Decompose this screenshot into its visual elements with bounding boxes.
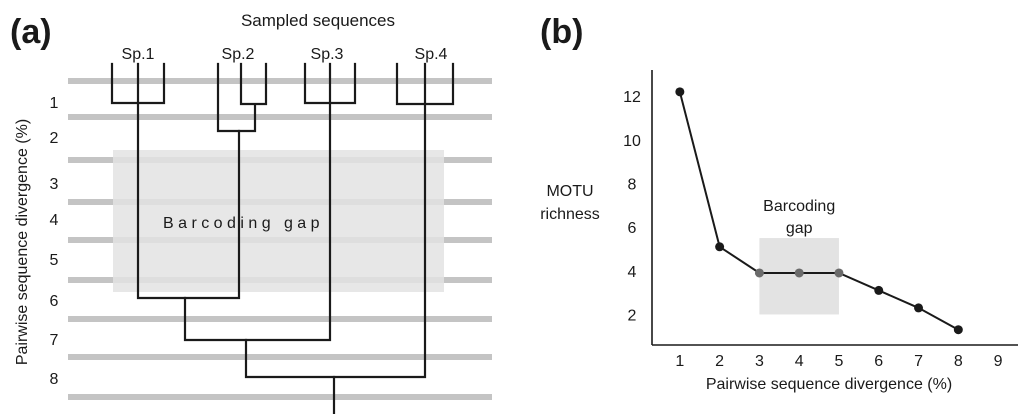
data-point [794,268,804,278]
x-tick-label: 3 [755,353,764,370]
species-label-sp3: Sp.3 [311,46,344,63]
y-tick-labels: 2 4 6 8 10 12 [623,89,641,324]
data-point [874,285,884,295]
gap-label-line2: gap [786,220,813,237]
join-sp1-sp2 [136,101,241,300]
data-point [754,268,764,278]
level-label-1: 1 [50,95,59,112]
sampled-sequences-title: Sampled sequences [241,11,395,30]
barcoding-gap-region [113,150,444,292]
chart-series [675,87,963,335]
x-tick-label: 6 [874,353,883,370]
barcoding-gap-label: B a r c o d i n g g a p [163,215,320,232]
data-point [715,242,725,252]
join-sp12-sp3 [183,101,332,342]
species-label-sp1: Sp.1 [122,46,155,63]
level-label-8: 8 [50,371,59,388]
y-tick-label: 4 [628,264,637,281]
level-label-6: 6 [50,293,59,310]
data-point [953,325,963,335]
data-point [914,303,924,313]
panel-a: (a) Sampled sequences 1 2 3 4 5 6 7 8 [10,11,492,414]
x-axis-title: Pairwise sequence divergence (%) [706,376,952,393]
data-point [675,87,685,97]
y-label-line1: MOTU [546,183,593,200]
y-label-line2: richness [540,206,600,223]
x-tick-labels: 1 2 3 4 5 6 7 8 9 [675,353,1002,370]
x-tick-label: 9 [994,353,1003,370]
join-sp123-sp4 [244,102,427,379]
x-tick-label: 4 [795,353,804,370]
y-tick-label: 12 [623,89,641,106]
x-tick-label: 5 [835,353,844,370]
band-0 [68,78,492,84]
level-label-2: 2 [50,130,59,147]
species-label-sp4: Sp.4 [415,46,448,63]
x-tick-label: 1 [675,353,684,370]
y-tick-label: 10 [623,133,641,150]
series-line [678,91,959,331]
y-tick-label: 2 [628,307,637,324]
band-6 [68,316,492,322]
level-label-3: 3 [50,176,59,193]
band-7 [68,354,492,360]
gap-label-line1: Barcoding [763,198,835,215]
x-tick-label: 8 [954,353,963,370]
panel-b: (b) MOTU richness Barcoding gap 24681012… [540,13,1018,393]
panel-b-label: (b) [540,13,583,51]
y-tick-label: 8 [628,176,637,193]
panel-a-label: (a) [10,13,52,51]
y-tick-label: 6 [628,220,637,237]
species-label-sp2: Sp.2 [222,46,255,63]
panel-a-y-axis-title: Pairwise sequence divergence (%) [14,119,31,365]
level-label-7: 7 [50,332,59,349]
x-tick-label: 7 [914,353,923,370]
sp2-cluster [216,62,268,133]
data-point [834,268,844,278]
band-8 [68,394,492,400]
level-label-4: 4 [50,212,59,229]
level-labels: 1 2 3 4 5 6 7 8 [50,95,59,388]
x-tick-label: 2 [715,353,724,370]
band-1 [68,114,492,120]
dendrogram [110,62,455,414]
level-label-5: 5 [50,252,59,269]
species-labels: Sp.1 Sp.2 Sp.3 Sp.4 [122,46,448,63]
